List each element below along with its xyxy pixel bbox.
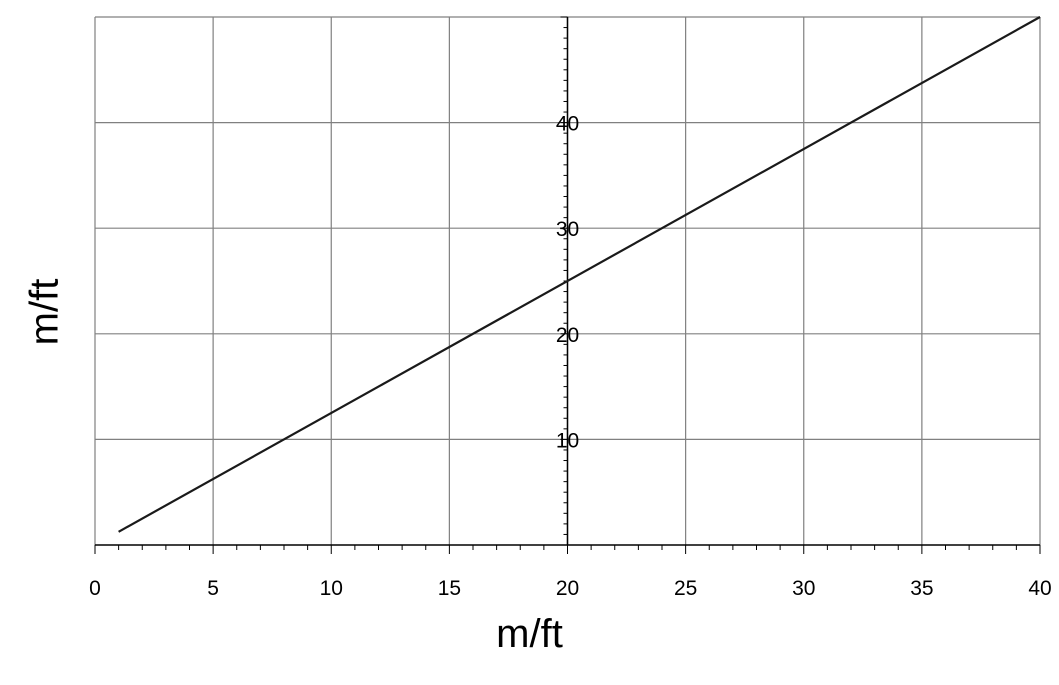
axes	[94, 16, 1041, 554]
x-tick-label: 30	[792, 577, 815, 600]
x-tick-label: 0	[89, 577, 101, 600]
y-tick-label: 20	[556, 324, 579, 347]
x-tick-label: 25	[674, 577, 697, 600]
y-tick-label: 40	[556, 113, 579, 136]
y-axis-title: m/ft	[22, 278, 67, 346]
y-tick-label: 30	[556, 218, 579, 241]
series	[118, 16, 1041, 533]
x-tick-label: 15	[438, 577, 461, 600]
x-axis-title: m/ft	[496, 612, 563, 656]
series-line	[118, 16, 1041, 533]
tick-labels: 0 5 10 15 20 25 30 35 40 10 20 30 40	[89, 113, 1052, 600]
y-tick-label: 10	[556, 429, 579, 452]
plot-area: 0 5 10 15 20 25 30 35 40 10 20 30 40	[89, 16, 1052, 600]
x-tick-label: 10	[320, 577, 343, 600]
x-tick-label: 20	[556, 577, 579, 600]
x-tick-label: 40	[1028, 577, 1051, 600]
x-tick-label: 5	[207, 577, 219, 600]
x-tick-label: 35	[910, 577, 933, 600]
